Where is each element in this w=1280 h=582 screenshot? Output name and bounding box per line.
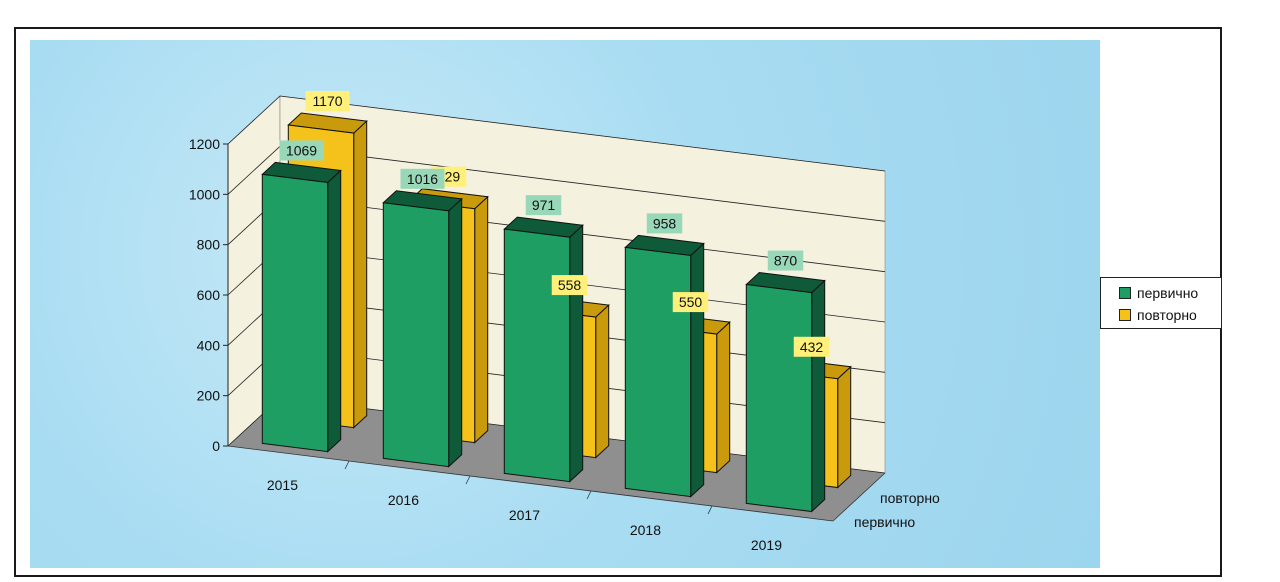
y-tick-label: 200 [197, 388, 221, 404]
data-label-primary: 958 [646, 213, 683, 234]
legend-swatch-primary [1119, 287, 1131, 299]
depth-axis-line [832, 472, 886, 522]
bar-primary-side [811, 279, 826, 513]
bar-primary-front [745, 283, 813, 513]
y-axis: 0 200 400 600 800 1000 1200 [189, 136, 229, 454]
data-label-repeat: 1170 [305, 91, 350, 112]
data-label-text: 1069 [286, 142, 317, 158]
bar-primary-front [503, 228, 571, 483]
data-label-primary: 1016 [400, 168, 445, 189]
y-tick-label: 600 [197, 287, 221, 303]
data-label-repeat: 432 [793, 336, 830, 357]
x-tick-label: 2015 [267, 477, 298, 493]
data-label-primary: 1069 [279, 140, 324, 161]
data-label-text: 870 [774, 253, 798, 269]
x-axis: 2015 2016 2017 2018 2019 повторно первично [227, 445, 940, 553]
data-label-bg [525, 195, 562, 216]
bar-primary [261, 161, 342, 453]
data-label-text: 550 [679, 294, 703, 310]
data-label-primary: 971 [525, 195, 562, 216]
data-label-repeat: 558 [551, 275, 588, 296]
y-tick-label: 1000 [189, 186, 220, 202]
bar-repeat-side [716, 320, 731, 474]
bar-primary-side [448, 197, 463, 468]
bar-primary-front [261, 173, 329, 453]
data-label-bg [767, 250, 804, 271]
data-label-text: 1016 [407, 171, 438, 187]
x-tick-label: 2017 [509, 507, 540, 523]
data-label-primary: 870 [767, 250, 804, 271]
legend-label-primary: первично [1137, 285, 1199, 301]
bar-primary-side [690, 242, 705, 498]
data-label-bg [793, 336, 830, 357]
bar-primary [624, 234, 705, 498]
data-label-bg [305, 91, 350, 112]
depth-label: повторно [880, 490, 940, 506]
y-tick-label: 800 [197, 237, 221, 253]
x-tick-label: 2016 [388, 492, 419, 508]
data-label-text: 1170 [312, 93, 342, 109]
bar-primary [382, 190, 463, 468]
data-label-bg [551, 275, 588, 296]
data-label-text: 558 [558, 277, 582, 293]
data-label-bg [400, 168, 445, 189]
bar-repeat-side [595, 303, 610, 459]
bar-repeat-side [474, 195, 489, 444]
legend-item-repeat: повторно [1119, 306, 1197, 324]
gridline [227, 95, 886, 172]
legend-item-primary: первично [1119, 284, 1198, 302]
depth-label: первично [854, 514, 915, 530]
y-tick-label: 1200 [189, 136, 220, 152]
data-label-repeat: 550 [672, 292, 709, 313]
x-tick-label: 2018 [630, 522, 661, 538]
y-tick-label: 0 [212, 438, 220, 454]
data-label-text: 958 [653, 215, 677, 231]
x-tick [465, 475, 471, 485]
legend: первично повторно [1100, 277, 1222, 329]
x-axis-line [227, 445, 834, 522]
bar-repeat-side [837, 365, 852, 489]
y-tick-label: 400 [197, 337, 221, 353]
x-tick [707, 505, 713, 515]
bar-primary-side [327, 169, 342, 453]
x-tick-label: 2019 [751, 537, 782, 553]
bar-primary [503, 216, 584, 483]
x-tick [344, 460, 350, 470]
bar-primary [745, 271, 826, 513]
bar-primary-side [569, 224, 584, 483]
data-label-text: 432 [800, 339, 824, 355]
legend-swatch-repeat [1119, 309, 1131, 321]
data-label-bg [646, 213, 683, 234]
bar-primary-front [624, 246, 692, 498]
bar-primary-front [382, 202, 450, 468]
legend-label-repeat: повторно [1137, 307, 1197, 323]
data-label-bg [279, 140, 324, 161]
bar-repeat-side [353, 119, 368, 429]
x-tick [586, 490, 592, 500]
data-label-bg [672, 292, 709, 313]
data-label-text: 971 [532, 197, 556, 213]
